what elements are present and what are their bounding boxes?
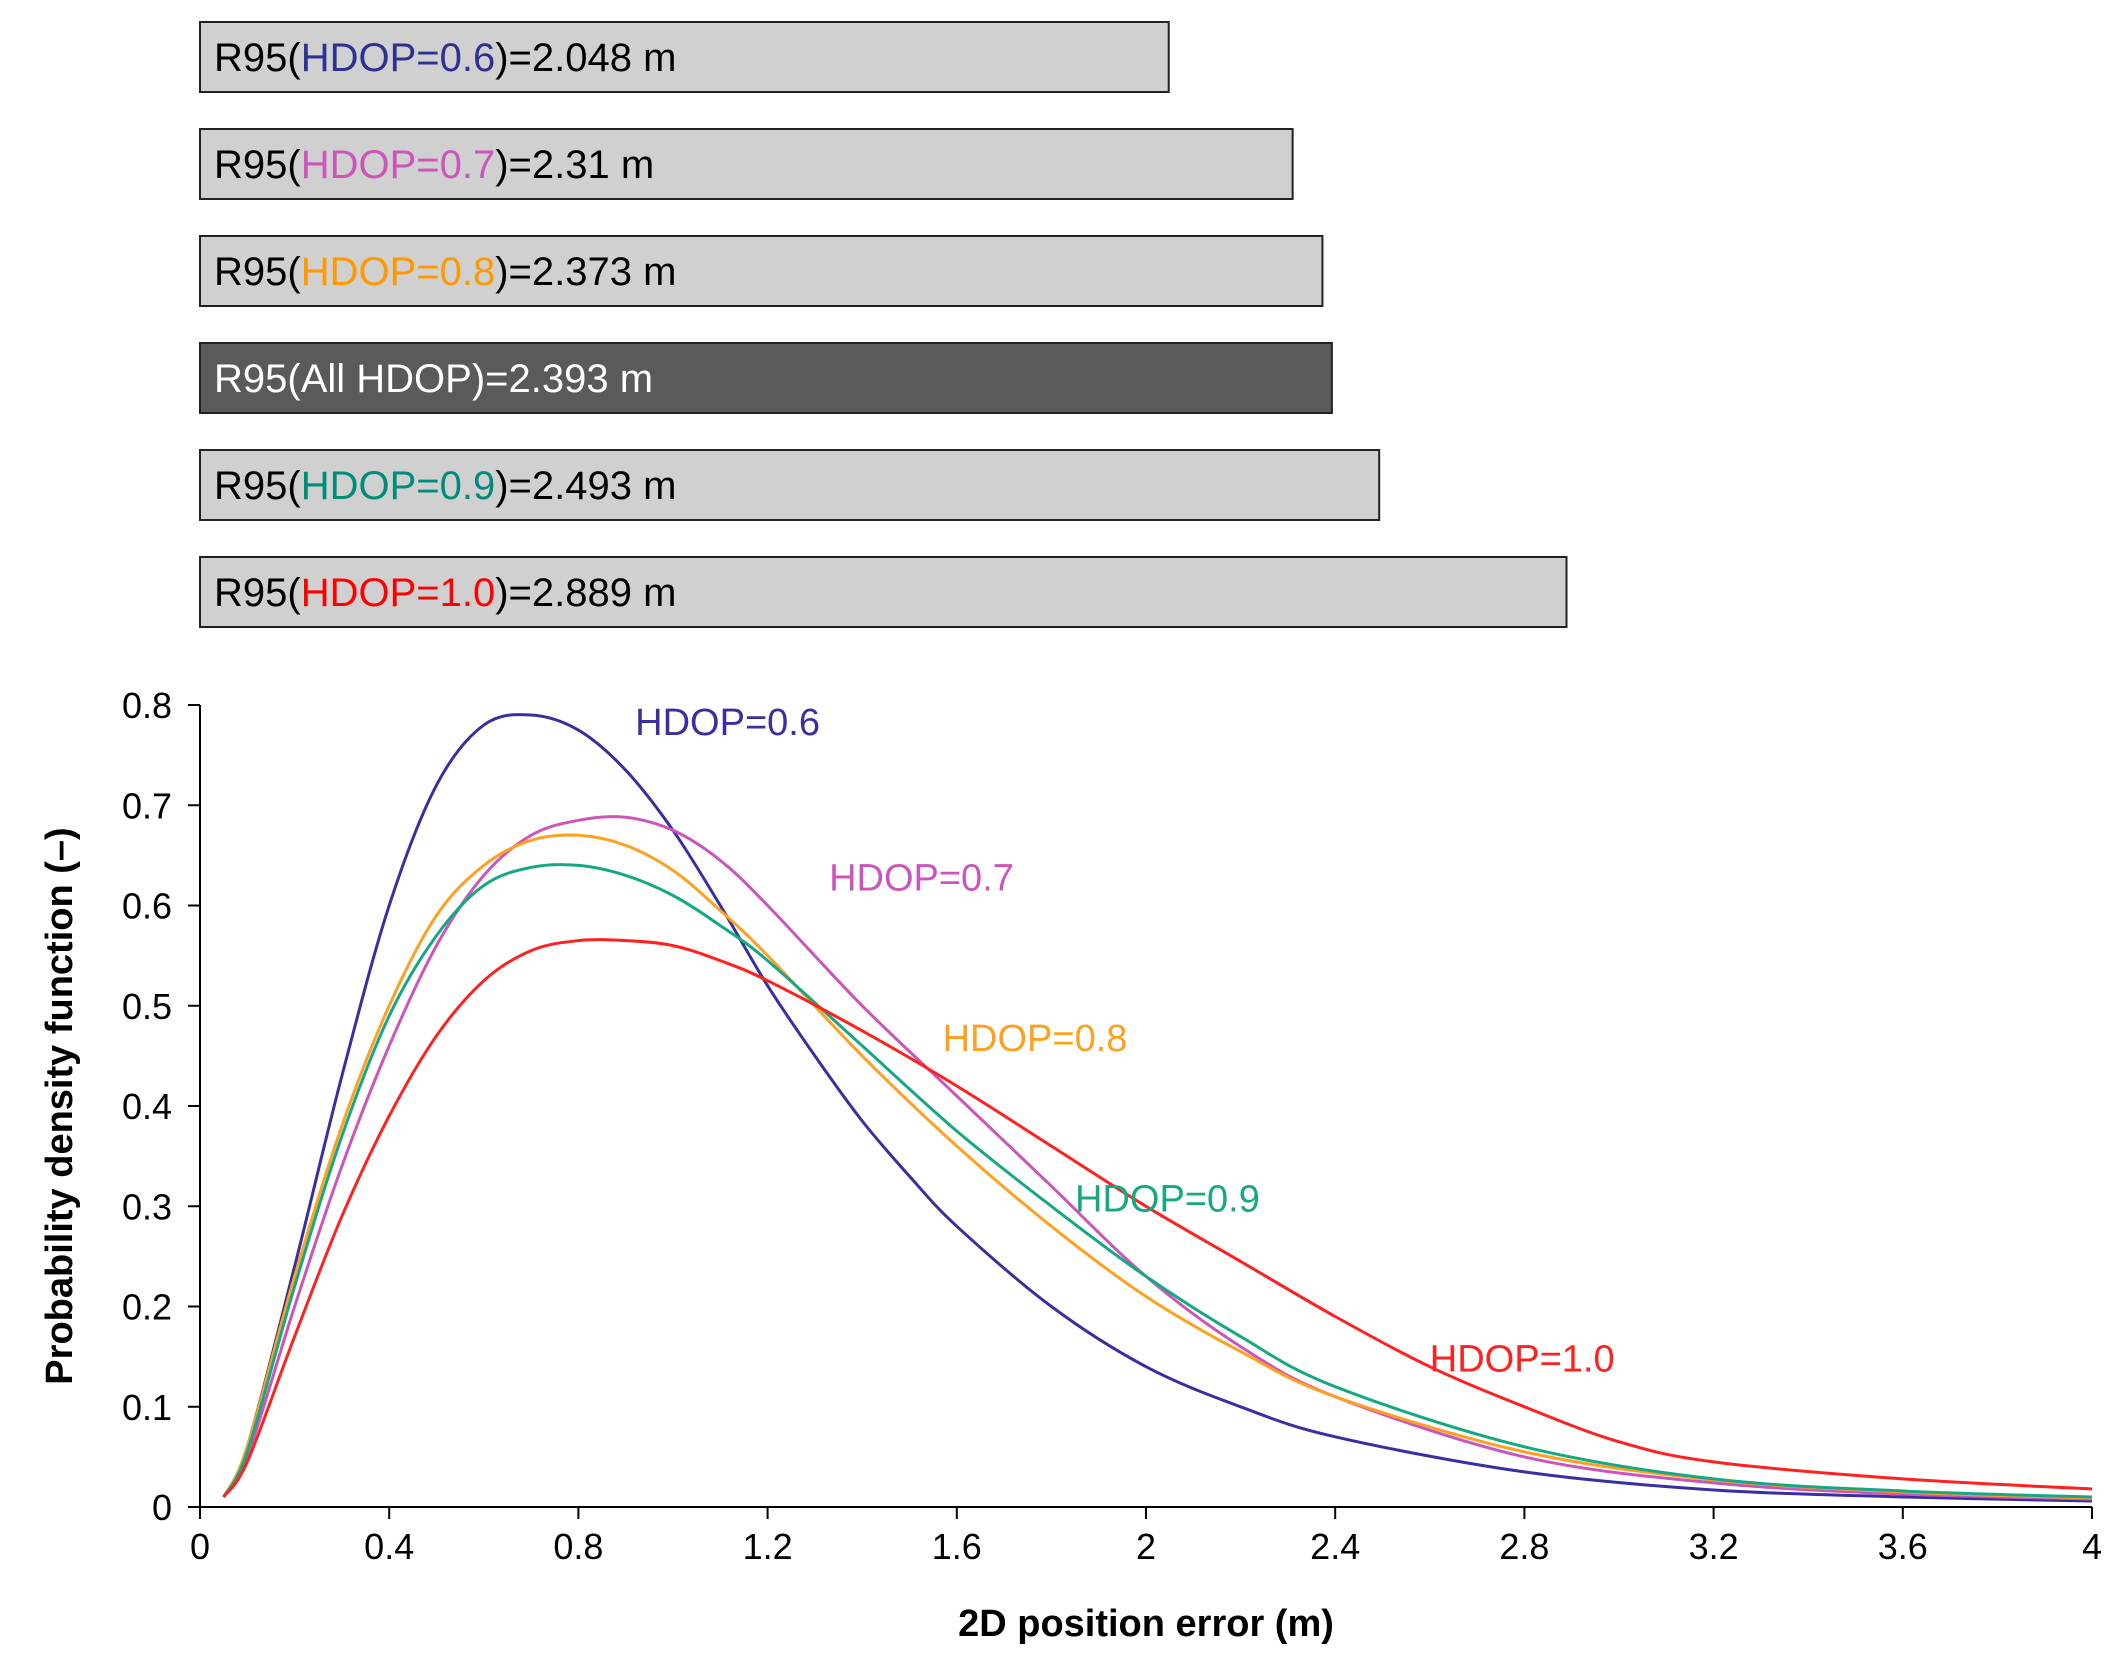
r95-hdop-label: HDOP=1.0 [301, 571, 496, 615]
x-tick-label: 2.4 [1310, 1526, 1360, 1567]
r95-value-text: )=2.393 m [472, 357, 653, 401]
pdf-curve [222, 938, 2093, 1498]
curve-label: HDOP=0.6 [635, 702, 820, 744]
y-tick-label: 0 [152, 1487, 172, 1528]
pdf-line-chart: 0 0.4 0.8 1.2 1.6 2 2.4 2.8 3.2 3.6 4 0 0.1 0.2 0.3 0.4… [39, 685, 2102, 1645]
x-tick-label: 0.8 [553, 1526, 603, 1567]
r95-bar-label: R95(HDOP=0.6)=2.048 m [214, 36, 676, 80]
x-tick-label: 0 [190, 1526, 210, 1567]
r95-prefix: R95( [214, 464, 301, 508]
r95-bar [199, 235, 1324, 307]
curve-label: HDOP=0.7 [829, 857, 1014, 899]
r95-bar [199, 342, 1333, 414]
r95-prefix: R95( [214, 143, 301, 187]
r95-hdop-label: HDOP=0.9 [301, 464, 496, 508]
r95-bar [199, 449, 1381, 521]
y-tick-label: 0.3 [122, 1186, 172, 1227]
r95-hdop-label: All HDOP [301, 357, 472, 401]
r95-bar-group: R95(HDOP=0.6)=2.048 mR95(HDOP=0.7)=2.31 … [199, 21, 1568, 628]
y-tick-label: 0.1 [122, 1387, 172, 1428]
r95-value-text: )=2.493 m [495, 464, 676, 508]
r95-prefix: R95( [214, 357, 301, 401]
pdf-curve [222, 833, 2093, 1500]
r95-bar [199, 556, 1568, 628]
pdf-curves [222, 713, 2093, 1503]
y-tick-label: 0.8 [122, 685, 172, 726]
y-tick-label: 0.2 [122, 1287, 172, 1328]
r95-bar [199, 21, 1170, 93]
x-tick-label: 2 [1136, 1526, 1156, 1567]
x-tick-label: 3.2 [1689, 1526, 1739, 1567]
curve-labels: HDOP=0.6 HDOP=0.7 HDOP=0.8 HDOP=0.9 HDOP=1.0 [635, 702, 1614, 1381]
y-tick-label: 0.6 [122, 886, 172, 927]
x-tick-label: 0.4 [364, 1526, 414, 1567]
r95-value-text: )=2.048 m [495, 36, 676, 80]
curve-label: HDOP=1.0 [1430, 1339, 1615, 1381]
pdf-curve [222, 863, 2093, 1499]
y-tick-label: 0.4 [122, 1086, 172, 1127]
r95-value-text: )=2.31 m [495, 143, 654, 187]
r95-hdop-label: HDOP=0.8 [301, 250, 496, 294]
pdf-curve [222, 815, 2093, 1501]
y-tick-label: 0.7 [122, 785, 172, 826]
x-tick-label: 1.6 [932, 1526, 982, 1567]
r95-bar-label: R95(All HDOP)=2.393 m [214, 357, 653, 401]
r95-bar-label: R95(HDOP=0.9)=2.493 m [214, 464, 676, 508]
r95-hdop-label: HDOP=0.6 [301, 36, 496, 80]
y-tick-label: 0.5 [122, 986, 172, 1027]
x-tick-label: 1.2 [743, 1526, 793, 1567]
x-tick-label: 2.8 [1499, 1526, 1549, 1567]
r95-hdop-label: HDOP=0.7 [301, 143, 496, 187]
r95-value-text: )=2.889 m [495, 571, 676, 615]
x-axis-title: 2D position error (m) [958, 1603, 1334, 1645]
r95-bar-label: R95(HDOP=0.8)=2.373 m [214, 250, 676, 294]
r95-bar-label: R95(HDOP=1.0)=2.889 m [214, 571, 676, 615]
y-axis-title: Probability density function (–) [39, 827, 81, 1384]
r95-prefix: R95( [214, 571, 301, 615]
r95-bar-label: R95(HDOP=0.7)=2.31 m [214, 143, 654, 187]
r95-value-text: )=2.373 m [495, 250, 676, 294]
x-tick-label: 3.6 [1878, 1526, 1928, 1567]
r95-prefix: R95( [214, 36, 301, 80]
curve-label: HDOP=0.8 [943, 1018, 1128, 1060]
r95-prefix: R95( [214, 250, 301, 294]
pdf-curve [222, 713, 2093, 1503]
axes [188, 704, 2093, 1519]
curve-label: HDOP=0.9 [1075, 1178, 1260, 1220]
r95-bar [199, 128, 1294, 200]
x-tick-label: 4 [2082, 1526, 2102, 1567]
tick-labels: 0 0.4 0.8 1.2 1.6 2 2.4 2.8 3.2 3.6 4 0 0.1 0.2 0.3 0.4… [122, 685, 2102, 1567]
